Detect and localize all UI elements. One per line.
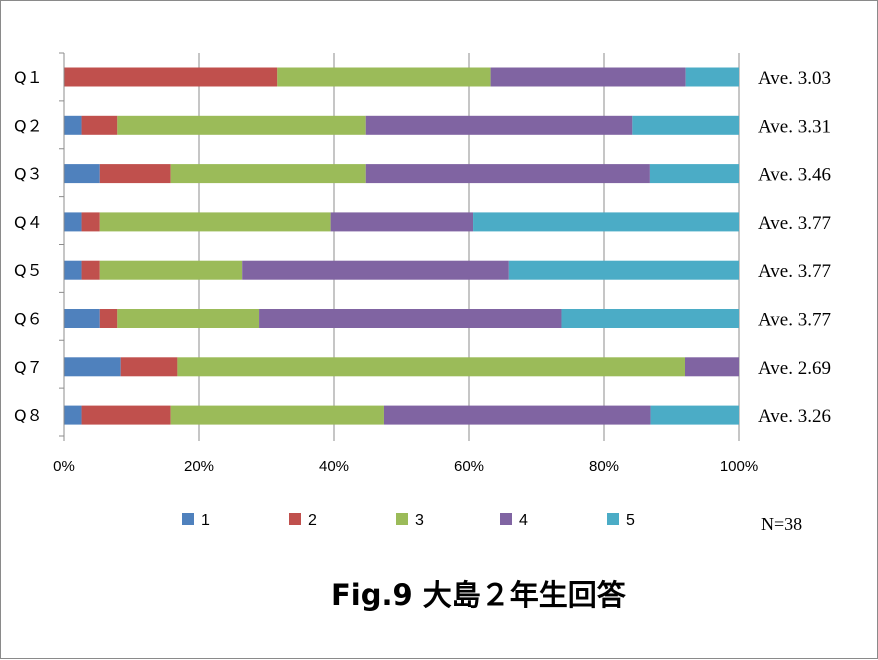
category-label: Q７ [14,358,43,377]
bar-segment-2 [120,357,178,377]
bar-segment-5 [473,212,739,232]
average-label: Ave. 3.77 [758,310,831,331]
legend-swatch-1 [182,513,194,525]
x-tick-label: 40% [319,458,349,475]
average-label: Ave. 3.77 [758,213,831,234]
bar-segment-1 [64,260,82,280]
legend-swatch-5 [607,513,619,525]
bar-segment-1 [64,309,100,328]
legend-swatch-4 [500,513,512,525]
bar-segment-2 [81,212,100,232]
average-label: Ave. 3.77 [758,261,831,282]
bar-segment-4 [365,115,633,135]
x-tick-label: 20% [184,458,214,475]
sample-size-note: N=38 [761,514,802,534]
legend-swatch-3 [396,513,408,525]
bar-segment-3 [170,405,384,425]
x-tick-label: 0% [53,458,75,475]
bar-segment-2 [64,67,278,87]
average-label: Ave. 3.46 [758,165,831,186]
bar-segment-1 [64,164,100,184]
bar-segment-3 [117,115,366,135]
chart-title: Fig.9 大島２年生回答 [331,578,627,612]
bar-segment-5 [685,67,739,87]
bar-segment-2 [81,115,118,135]
legend-label: 3 [415,512,424,529]
category-label: Q４ [14,213,43,232]
x-axis: 0% 20% 40% 60% 80% 100% [53,52,758,475]
bar-segment-1 [64,115,82,135]
legend-label: 5 [626,512,635,529]
bar-segment-5 [649,164,739,184]
average-label: Ave. 3.26 [758,406,831,427]
bar-segment-3 [177,357,685,377]
bar-segment-2 [99,309,118,328]
bar-segment-5 [508,260,739,280]
category-label: Q６ [14,310,43,329]
bar-segment-4 [242,260,509,280]
bar-segment-4 [685,357,739,377]
legend-label: 4 [519,512,528,529]
average-labels: Ave. 3.03 Ave. 3.31 Ave. 3.46 Ave. 3.77 Ave.… [758,68,831,427]
average-label: Ave. 2.69 [758,358,831,379]
bar-segment-3 [99,212,331,232]
legend-label: 2 [308,512,317,529]
bar-segment-4 [259,309,562,328]
average-label: Ave. 3.03 [758,68,831,89]
gridlines [198,53,740,436]
x-tick-label: 100% [720,458,758,475]
legend: 1 2 3 4 5 [182,512,635,529]
category-label: Q３ [14,165,43,184]
bar-segment-2 [81,260,100,280]
bar-segment-4 [365,164,650,184]
bar-segment-3 [117,309,260,328]
x-tick-label: 60% [454,458,484,475]
category-label: Q８ [14,406,43,425]
bar-segment-4 [330,212,474,232]
bar-segment-3 [170,164,366,184]
legend-label: 1 [201,512,210,529]
bars [64,67,739,425]
bar-segment-3 [99,260,243,280]
bar-segment-4 [383,405,651,425]
bar-segment-2 [99,164,171,184]
bar-segment-5 [650,405,739,425]
category-label: Q５ [14,261,43,280]
bar-segment-4 [490,67,686,87]
x-tick-label: 80% [589,458,619,475]
bar-segment-5 [561,309,739,328]
bar-segment-5 [632,115,739,135]
category-label: Q１ [14,68,43,87]
bar-segment-1 [64,357,121,377]
legend-swatch-2 [289,513,301,525]
category-label: Q２ [14,116,43,135]
bar-segment-2 [81,405,171,425]
bar-segment-1 [64,405,82,425]
bar-segment-1 [64,212,82,232]
category-labels: Q１ Q２ Q３ Q４ Q５ Q６ Q７ Q８ [14,68,43,425]
bar-segment-3 [277,67,491,87]
average-label: Ave. 3.31 [758,116,831,137]
